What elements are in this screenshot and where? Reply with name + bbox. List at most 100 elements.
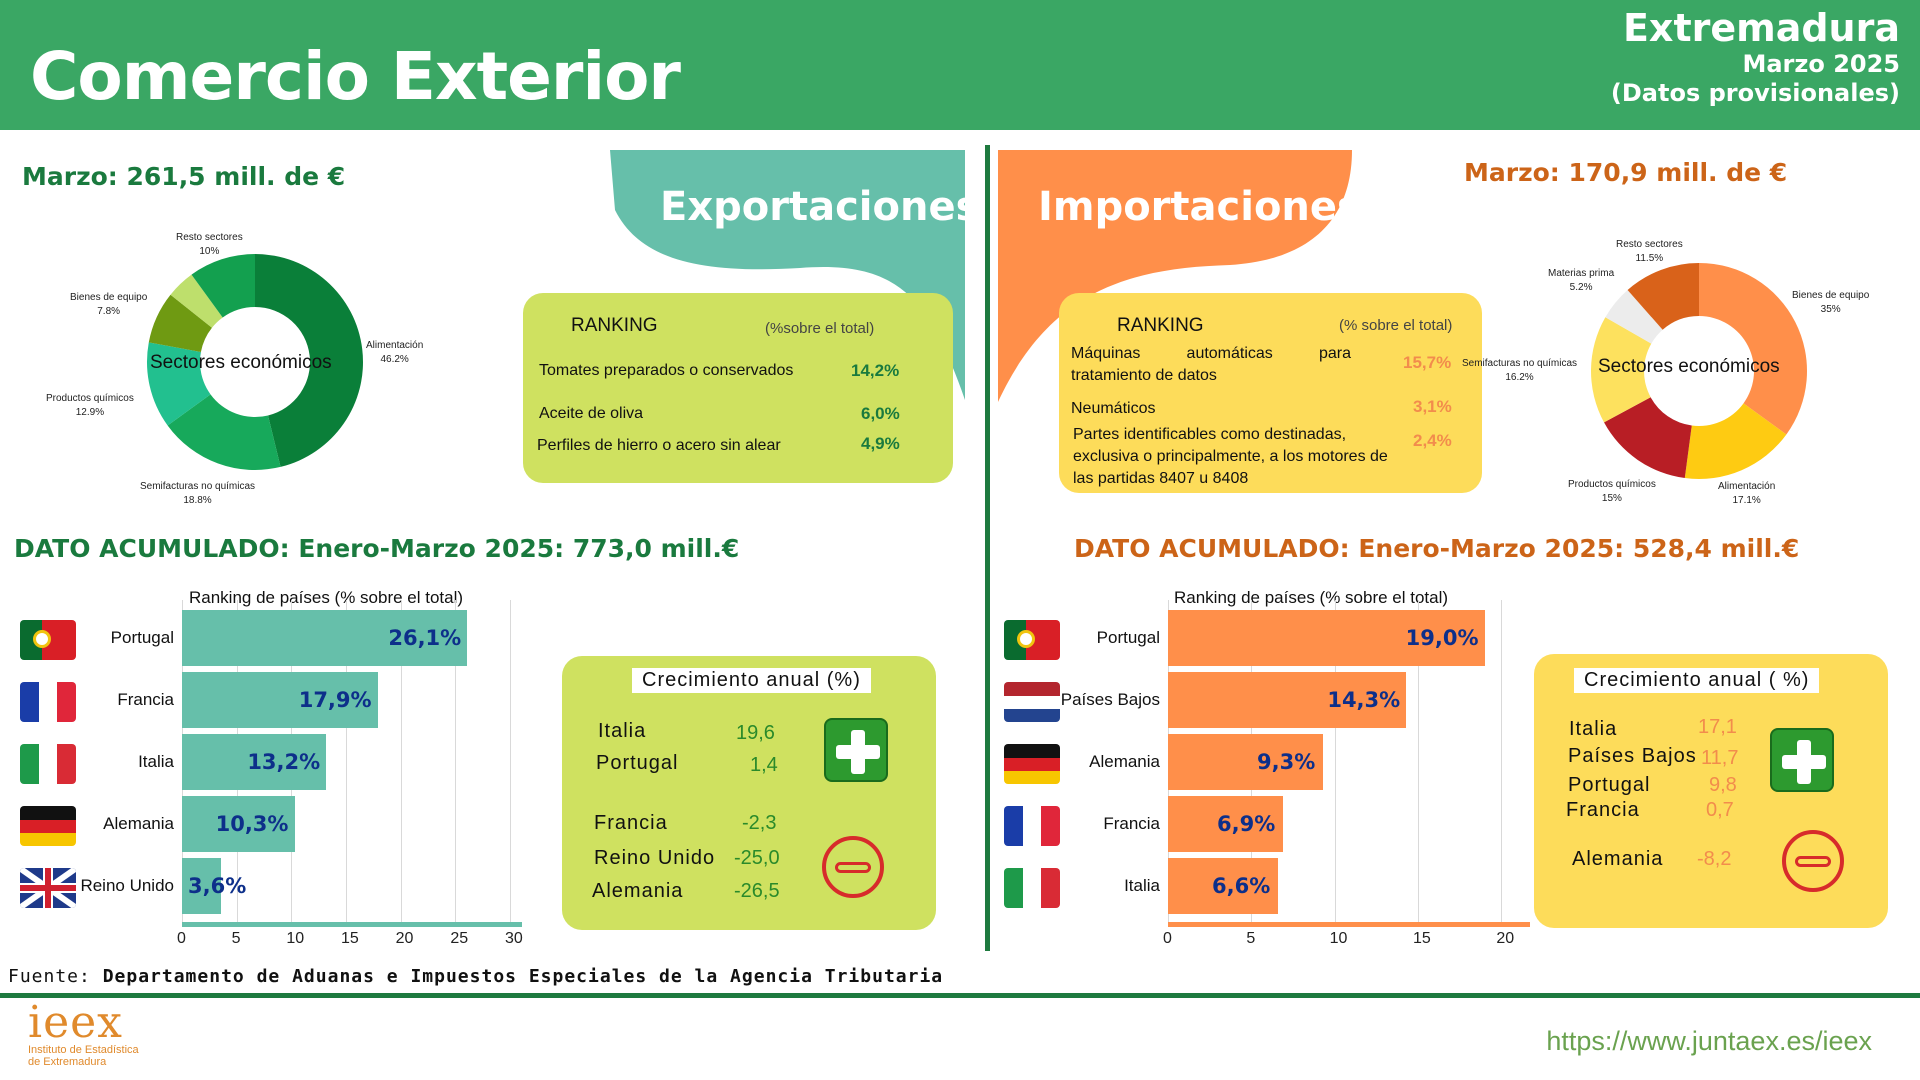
- exports-growth-neg-2-name: Reino Unido: [594, 847, 716, 869]
- exports-sectors-donut: [147, 254, 364, 470]
- imports-ranking-title: RANKING: [1117, 315, 1204, 336]
- exports-band-shape: [610, 150, 965, 400]
- plus-icon: [824, 718, 888, 782]
- imports-label-quimicos: Productos químicos 15%: [1568, 479, 1656, 504]
- imports-growth-pos-1-name: Italia: [1569, 718, 1618, 740]
- exports-growth-pos-2-name: Portugal: [596, 752, 679, 774]
- flag-icon-de: [1004, 744, 1060, 784]
- exports-chart-country-label-5: Reino Unido: [80, 876, 174, 895]
- source-name: Departamento de Aduanas e Impuestos Espe…: [102, 966, 944, 987]
- provisional-note: (Datos provisionales): [1610, 79, 1900, 107]
- exports-chart-bar-value-1: 26,1%: [388, 626, 462, 650]
- exports-donut-slice-6: [191, 254, 255, 318]
- exports-chart-gridline: [455, 600, 457, 926]
- exports-growth-title: Crecimiento anual (%): [632, 668, 871, 693]
- flag-icon-uk: [20, 868, 76, 908]
- exports-ranking-item-3: Perfiles de hierro o acero sin alear: [537, 437, 781, 454]
- imports-ranking-item-3: Partes identificables como destinadas, e…: [1073, 426, 1388, 487]
- exports-chart-tick-label: 5: [231, 930, 241, 947]
- imports-chart-country-label-4: Francia: [1103, 814, 1160, 833]
- imports-donut-center-label: Sectores económicos: [1598, 356, 1780, 377]
- imports-chart-bar-value-2: 14,3%: [1327, 688, 1401, 712]
- logo-subtitle-2: de Extremadura: [28, 1056, 107, 1068]
- ieex-logo: ieex Instituto de Estadística de Extrema…: [28, 997, 139, 1069]
- exports-chart-bar-value-4: 10,3%: [215, 812, 289, 836]
- exports-chart-bar-1: [182, 610, 468, 666]
- period-label: Marzo 2025: [1742, 50, 1900, 78]
- imports-chart-title: Ranking de países (% sobre el total): [1174, 588, 1449, 607]
- imports-chart-tick-label: 10: [1329, 930, 1348, 947]
- imports-chart-country-label-3: Alemania: [1089, 752, 1160, 771]
- flag-icon-de: [20, 806, 76, 846]
- region-name: Extremadura: [1622, 6, 1900, 50]
- imports-donut-slice-4: [1591, 317, 1652, 423]
- exports-ranking-item-2: Aceite de oliva: [539, 405, 644, 422]
- exports-chart-axis-line: [182, 922, 522, 927]
- exports-chart-tick-label: 30: [505, 930, 523, 947]
- imports-donut-slice-6: [1627, 263, 1699, 330]
- imports-growth-pos-4-val: 0,7: [1706, 799, 1734, 821]
- imports-chart-gridline: [1418, 600, 1419, 926]
- exports-chart-tick-label: 20: [395, 930, 414, 947]
- imports-chart-tick-label: 20: [1496, 930, 1515, 947]
- flag-icon-pt: [1004, 620, 1060, 660]
- exports-growth-neg-1-name: Francia: [594, 812, 668, 834]
- imports-chart-bar-1: [1168, 610, 1485, 666]
- exports-chart-title: Ranking de países (% sobre el total): [189, 588, 464, 607]
- logo-text: ieex: [28, 997, 123, 1048]
- imports-chart-bar-2: [1168, 672, 1407, 728]
- exports-donut-slice-2: [167, 394, 281, 470]
- exports-label-bienes: Bienes de equipo 7.8%: [70, 292, 148, 317]
- imports-chart-tick-label: 0: [1163, 930, 1172, 947]
- flag-icon-it: [20, 744, 76, 784]
- imports-ranking-pct-1: 15,7%: [1403, 353, 1452, 372]
- imports-ranking-subtitle: (% sobre el total): [1339, 317, 1453, 334]
- exports-countries-chart: 0 5 10 15 20 25 30 26,1% Portugal 17,9% Francia 13,…: [0, 600, 540, 960]
- flag-icon-fr: [1004, 806, 1060, 846]
- imports-ranking-item-2: Neumáticos: [1071, 400, 1156, 417]
- imports-chart-country-label-1: Portugal: [1096, 628, 1160, 647]
- exports-chart-gridline: [510, 600, 511, 926]
- exports-label-alimentacion: Alimentación 46.2%: [366, 340, 424, 365]
- imports-donut-slice-3: [1604, 397, 1692, 479]
- flag-icon-it: [1004, 868, 1060, 908]
- imports-growth-pos-2-val: 11,7: [1701, 747, 1739, 769]
- exports-ranking-item-1: Tomates preparados o conservados: [539, 362, 794, 379]
- exports-chart-country-label-2: Francia: [117, 690, 174, 709]
- exports-growth-neg-1-val: -2,3: [742, 812, 777, 834]
- exports-title: Exportaciones: [660, 184, 980, 230]
- exports-chart-gridline: [346, 600, 347, 926]
- imports-chart-country-label-2: Países Bajos: [1060, 690, 1160, 709]
- imports-countries-chart: 0 5 10 15 20 19,0% Portugal 14,3% Países Bajos 9,…: [990, 600, 1530, 960]
- exports-label-resto: Resto sectores 10%: [176, 232, 243, 257]
- plus-icon: [1770, 728, 1834, 792]
- exports-chart-bar-2: [182, 672, 378, 728]
- imports-growth-title: Crecimiento anual ( %): [1574, 668, 1820, 693]
- imports-growth-pos-2-name: Países Bajos: [1568, 745, 1697, 767]
- imports-chart-bar-value-4: 6,9%: [1217, 812, 1276, 836]
- imports-growth-neg-1-val: -8,2: [1697, 848, 1732, 870]
- imports-chart-axis-line: [1168, 922, 1530, 927]
- imports-chart-bar-4: [1168, 796, 1283, 852]
- imports-accumulated: DATO ACUMULADO: Enero-Marzo 2025: 528,4 …: [1074, 534, 1800, 563]
- imports-label-materias: Materias prima 5.2%: [1548, 268, 1615, 293]
- exports-accumulated: DATO ACUMULADO: Enero-Marzo 2025: 773,0 …: [14, 534, 740, 563]
- imports-chart-bar-3: [1168, 734, 1323, 790]
- imports-chart-gridline: [1501, 600, 1503, 926]
- exports-growth-pos-1-name: Italia: [598, 720, 647, 742]
- exports-chart-country-label-4: Alemania: [103, 814, 174, 833]
- exports-chart-bar-value-3: 13,2%: [247, 750, 321, 774]
- exports-label-semifacturas: Semifacturas no químicas 18.8%: [140, 481, 256, 506]
- exports-chart-country-label-3: Italia: [138, 752, 174, 771]
- exports-chart-tick-label: 0: [177, 930, 186, 947]
- exports-donut-slice-1: [255, 254, 364, 467]
- flag-icon-nl: [1004, 682, 1060, 722]
- exports-label-quimicos: Productos químicos 12.9%: [46, 393, 134, 418]
- exports-ranking-title: RANKING: [571, 315, 658, 336]
- imports-ranking-pct-3: 2,4%: [1413, 431, 1452, 450]
- logo-subtitle-1: Instituto de Estadística: [28, 1044, 139, 1056]
- website-link[interactable]: https://www.juntaex.es/ieex: [1546, 1026, 1872, 1056]
- imports-chart-country-label-5: Italia: [1124, 876, 1160, 895]
- imports-chart-tick-label: 5: [1246, 930, 1256, 947]
